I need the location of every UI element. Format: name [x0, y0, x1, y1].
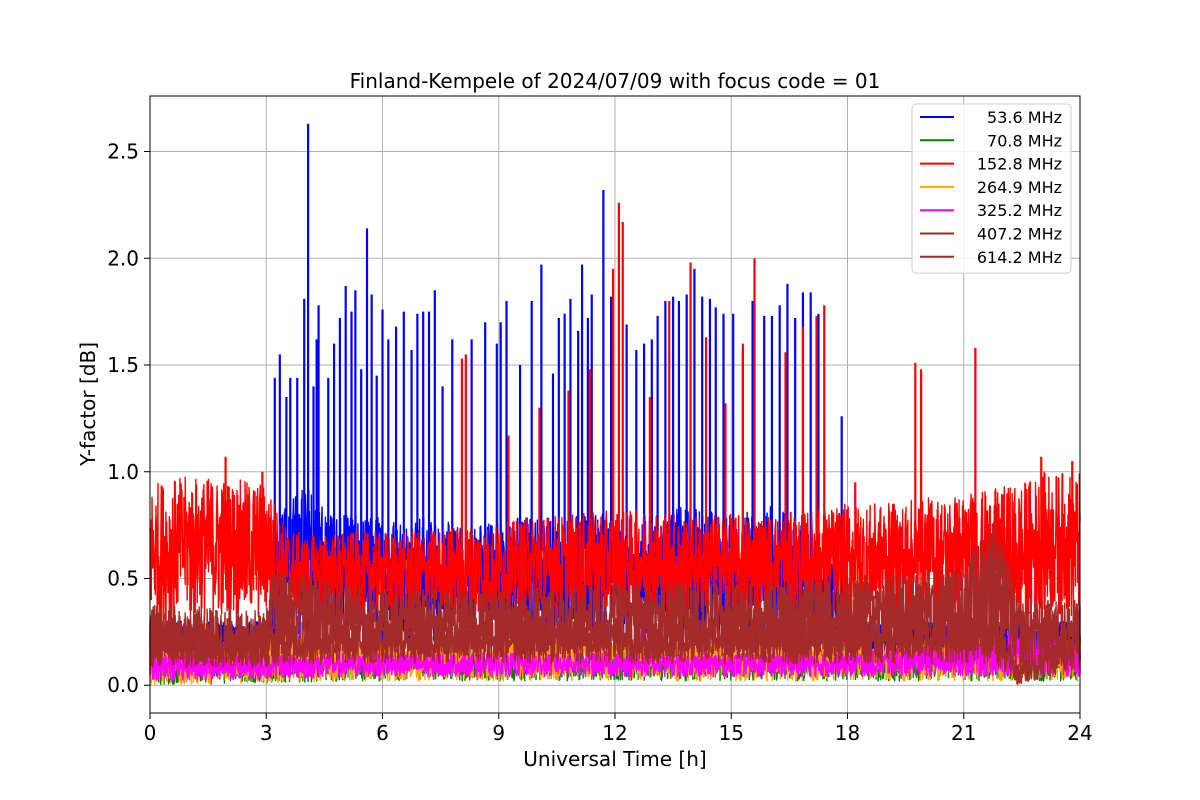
x-tick-label: 21: [951, 721, 976, 745]
y-tick-label: 2.0: [107, 246, 139, 270]
legend-label: 152.8 MHz: [977, 155, 1062, 174]
series-trace: [149, 610, 1081, 686]
series-614-2-mhz: [149, 610, 1081, 686]
y-tick-label: 0.0: [107, 673, 139, 697]
series-407-2-mhz: [149, 520, 1081, 673]
x-tick-label: 9: [492, 721, 505, 745]
x-tick-label: 6: [376, 721, 389, 745]
legend-label: 53.6 MHz: [987, 108, 1062, 127]
x-tick-label: 15: [719, 721, 744, 745]
x-tick-label: 12: [602, 721, 627, 745]
x-tick-label: 3: [260, 721, 273, 745]
legend-box: [911, 103, 1072, 274]
x-tick-label: 0: [144, 721, 157, 745]
chart-title: Finland-Kempele of 2024/07/09 with focus…: [350, 69, 881, 93]
legend-label: 325.2 MHz: [977, 201, 1062, 220]
axes: 0 3 6 9 12 15 18 21 24 0.0 0.5 1.0 1.5 2.0 2.5: [107, 95, 1093, 745]
y-axis-label: Y-factor [dB]: [76, 342, 100, 467]
y-tick-label: 2.5: [107, 140, 139, 164]
series-trace: [149, 520, 1081, 673]
legend-label: 407.2 MHz: [977, 225, 1062, 244]
y-tick-label: 1.0: [107, 460, 139, 484]
legend: 53.6 MHz 70.8 MHz 152.8 MHz 264.9 MHz 325.2 …: [911, 103, 1072, 274]
y-tick-label: 1.5: [107, 353, 139, 377]
x-axis-label: Universal Time [h]: [523, 747, 706, 771]
legend-label: 264.9 MHz: [977, 178, 1062, 197]
plot-series: [149, 123, 1081, 686]
legend-label: 614.2 MHz: [977, 248, 1062, 267]
x-tick-label: 24: [1067, 721, 1092, 745]
y-tick-label: 0.5: [107, 566, 139, 590]
x-tick-label: 18: [835, 721, 860, 745]
legend-label: 70.8 MHz: [987, 131, 1062, 150]
